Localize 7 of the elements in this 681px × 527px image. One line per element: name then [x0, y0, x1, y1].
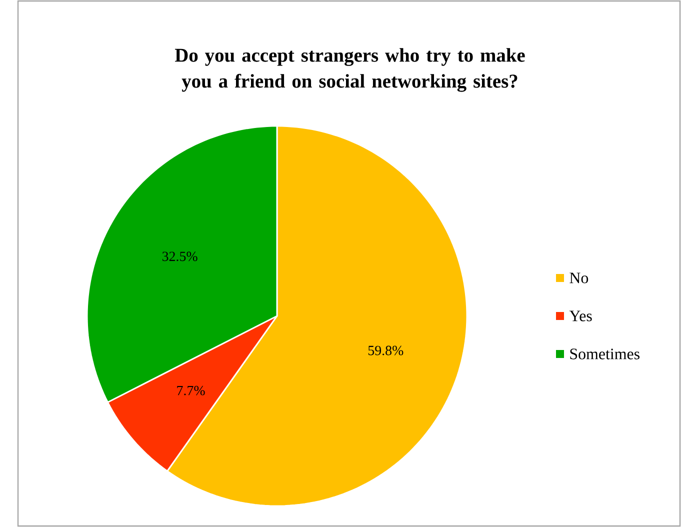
- chart-title: Do you accept strangers who try to make you a friend on social networking sites?: [174, 48, 525, 92]
- data-label: 59.8%: [368, 346, 404, 356]
- data-label: 7.7%: [177, 386, 205, 396]
- legend-label: Yes: [569, 310, 592, 322]
- legend-label: No: [570, 272, 588, 284]
- data-label: 32.5%: [162, 252, 198, 262]
- legend-label: Sometimes: [570, 348, 640, 360]
